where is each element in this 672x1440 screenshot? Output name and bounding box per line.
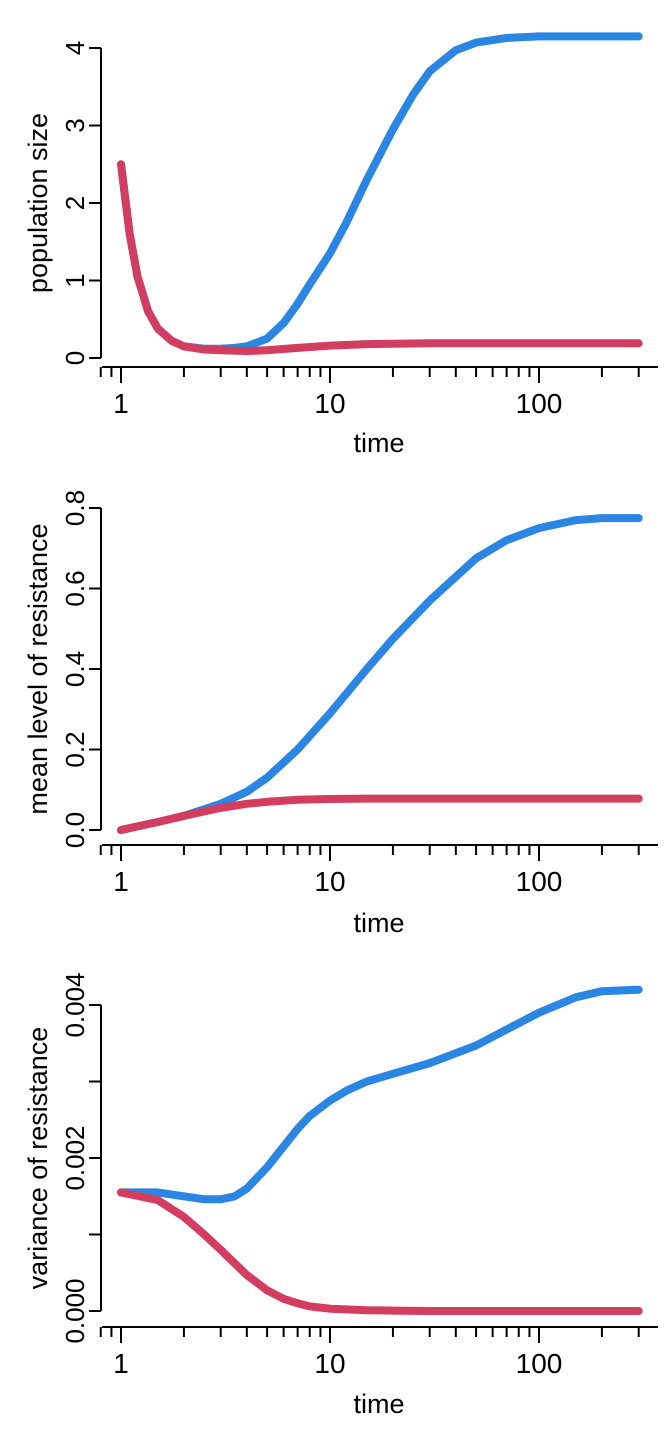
x-tick-label: 100 [516,388,563,419]
chart-panel-3: 0.000 0.002 0.004 1 10 100 time variance of res… [23,972,658,1419]
x-tick-label: 1 [113,866,129,897]
y-tick-label: 0.6 [60,570,90,606]
series-line-blue [117,985,643,1204]
y-tick-label: 0.0 [60,812,90,848]
y-tick-label: 0.4 [60,651,90,687]
y-tick-label: 0.004 [60,972,90,1037]
x-axis-label: time [353,1389,404,1419]
y-axis-label: variance of resistance [23,1027,53,1290]
x-tick-label: 10 [314,388,345,419]
chart-panel-1: 0 1 2 3 4 1 10 100 time population size [23,32,658,458]
chart-panel-2: 0.0 0.2 0.4 0.6 0.8 1 10 100 time mean level of r… [23,490,658,938]
y-axis-label: mean level of resistance [23,523,53,814]
x-tick-label: 10 [314,1348,345,1379]
x-tick-label: 1 [113,1348,129,1379]
x-axis-label: time [353,428,404,458]
y-tick-label: 0.002 [60,1125,90,1190]
x-tick-label: 100 [516,1348,563,1379]
y-tick-label: 4 [60,41,90,55]
series-line-red [117,160,643,355]
y-tick-label: 0.2 [60,731,90,767]
series-line-blue [117,32,643,353]
series-line-red [117,794,643,834]
x-axis-label: time [353,908,404,938]
x-tick-label: 1 [113,388,129,419]
y-tick-label: 0.000 [60,1278,90,1343]
y-tick-label: 1 [60,273,90,287]
y-tick-label: 0.8 [60,490,90,526]
series-line-blue [117,514,643,834]
series-line-red [117,1188,643,1315]
y-tick-label: 0 [60,351,90,365]
x-tick-label: 100 [516,866,563,897]
x-tick-label: 10 [314,866,345,897]
y-axis-label: population size [23,113,53,293]
y-tick-label: 2 [60,196,90,210]
y-tick-label: 3 [60,118,90,132]
